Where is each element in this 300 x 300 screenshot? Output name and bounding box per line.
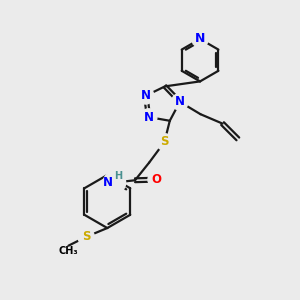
Circle shape	[156, 134, 173, 150]
Text: N: N	[103, 176, 113, 189]
Circle shape	[103, 171, 126, 194]
Text: H: H	[114, 171, 122, 181]
Circle shape	[78, 229, 94, 245]
Text: N: N	[195, 32, 205, 46]
Text: N: N	[144, 110, 154, 124]
Text: N: N	[141, 89, 151, 102]
Text: N: N	[175, 95, 185, 108]
Circle shape	[137, 88, 154, 104]
Circle shape	[140, 109, 157, 125]
Text: S: S	[82, 230, 90, 243]
Circle shape	[172, 94, 188, 110]
Text: CH₃: CH₃	[58, 246, 78, 256]
Text: S: S	[160, 136, 169, 148]
Text: O: O	[151, 173, 161, 186]
Circle shape	[148, 171, 164, 188]
Circle shape	[192, 31, 208, 47]
